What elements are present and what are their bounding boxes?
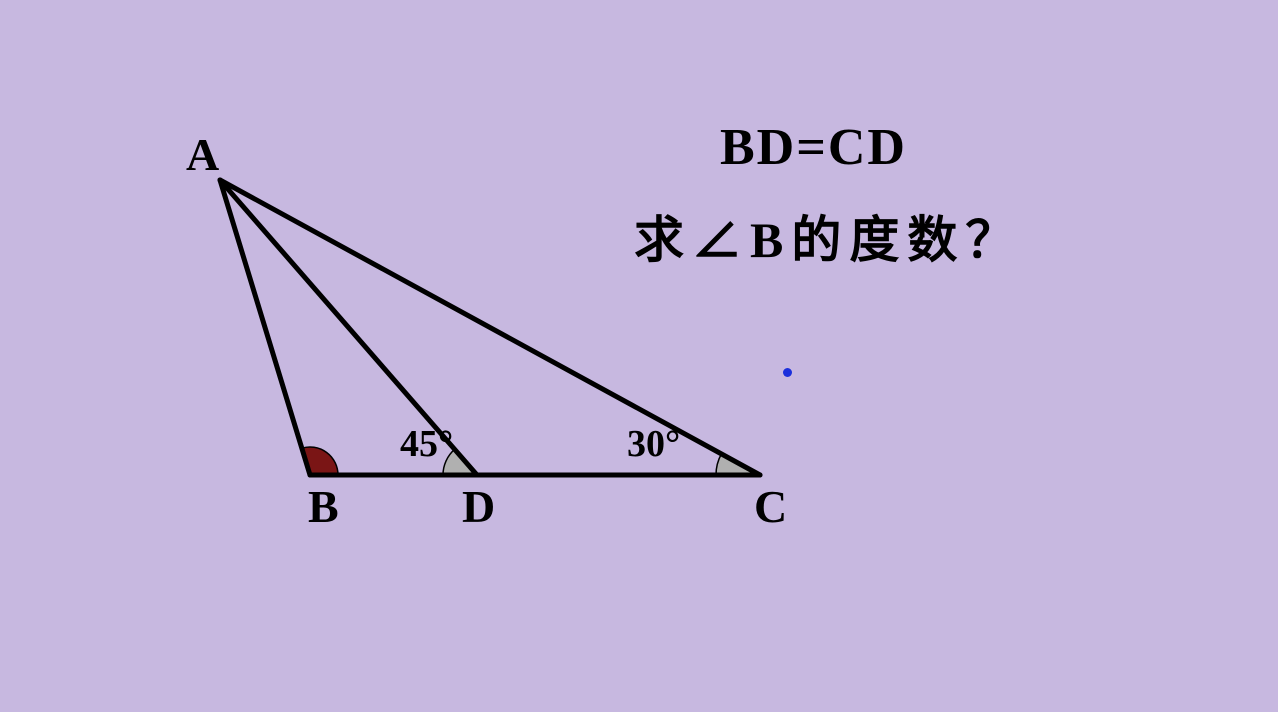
question-text: 求∠B的度数？ <box>634 200 1023 272</box>
vertex-label-d: D <box>462 480 495 533</box>
background-rect <box>0 0 1278 712</box>
vertex-label-b: B <box>308 480 339 533</box>
angle-label-d: 45° <box>400 422 453 466</box>
given-text: BD=CD <box>720 118 907 177</box>
vertex-label-a: A <box>186 128 219 181</box>
diagram-canvas: A B D C 45° 30° BD=CD 求∠B的度数？ <box>0 0 1278 712</box>
geometry-svg <box>0 0 1278 712</box>
angle-label-c: 30° <box>627 422 680 466</box>
cursor-dot <box>783 368 792 377</box>
vertex-label-c: C <box>754 480 787 533</box>
